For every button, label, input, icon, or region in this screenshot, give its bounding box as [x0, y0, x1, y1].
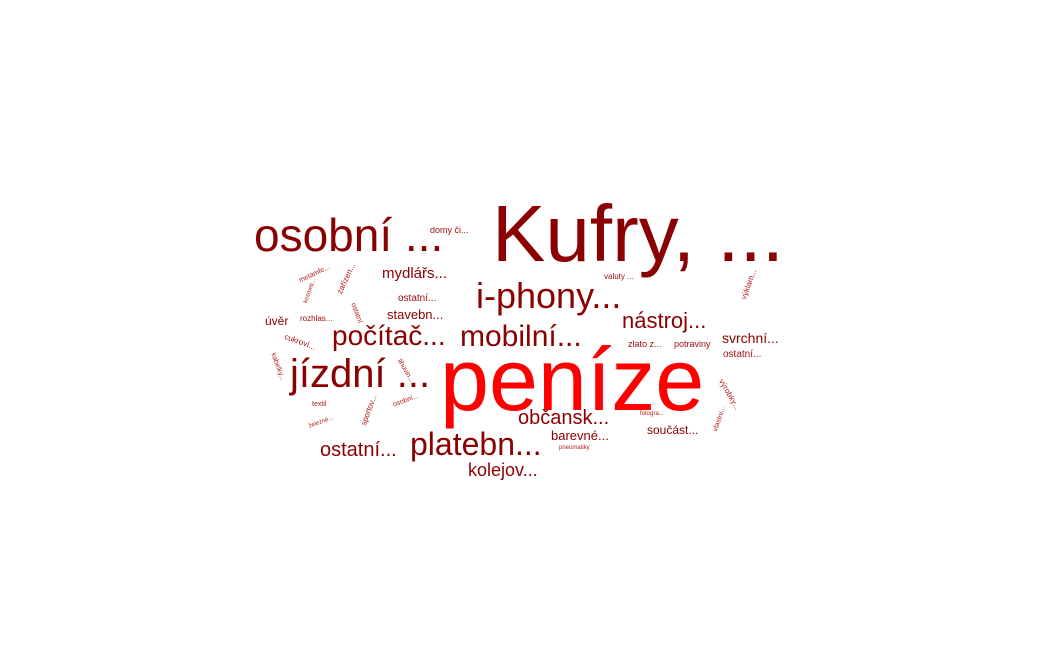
word-zarizen: zařízen... [335, 261, 358, 296]
word-iphony: i-phony... [476, 275, 622, 316]
word-obcansk: občansk... [518, 407, 610, 429]
word-barevne: barevné... [551, 428, 609, 443]
word-ostatni-big: ostatní... [320, 439, 397, 461]
word-valuty: valuty ... [604, 272, 634, 281]
word-penize: peníze [440, 330, 705, 429]
word-osobni: osobní ... [254, 209, 444, 261]
word-svrchni: svrchní... [722, 330, 779, 346]
word-mobilni: mobilní... [460, 320, 582, 353]
word-soucast: součást... [647, 423, 699, 437]
word-cukrovi: cukroví... [283, 332, 317, 352]
word-potraviny: potraviny [674, 339, 711, 349]
word-zelezne: železné... [308, 415, 335, 430]
word-rozhlas: rozhlas... [300, 314, 333, 323]
word-nastroj: nástroj... [622, 308, 707, 333]
word-zlato: zlato z... [628, 339, 662, 349]
word-kolejov: kolejov... [468, 460, 538, 480]
word-uver: úvěr [265, 314, 289, 328]
word-ostatni-mid: ostatní... [398, 293, 437, 304]
word-jizdni: jízdní ... [290, 352, 431, 396]
word-ostatni-right: ostatní... [723, 349, 762, 360]
word-sportov: sportov... [359, 393, 379, 427]
word-mydlars: mydlářs... [382, 265, 448, 282]
word-kabelky: kabelky... [269, 352, 286, 382]
word-stavebn: stavebn... [387, 307, 444, 322]
word-domy: domy či... [430, 225, 469, 235]
word-pocitac: počítač... [332, 320, 446, 351]
word-textil: textil [312, 401, 327, 408]
word-fotogra: fotogra... [640, 411, 664, 417]
word-pneumatiky: pneumatiky [559, 445, 590, 451]
word-platebn: platebn... [410, 426, 542, 462]
word-kufry: Kufry, ... [492, 189, 784, 278]
word-vlastni: vlastní... [712, 405, 728, 433]
